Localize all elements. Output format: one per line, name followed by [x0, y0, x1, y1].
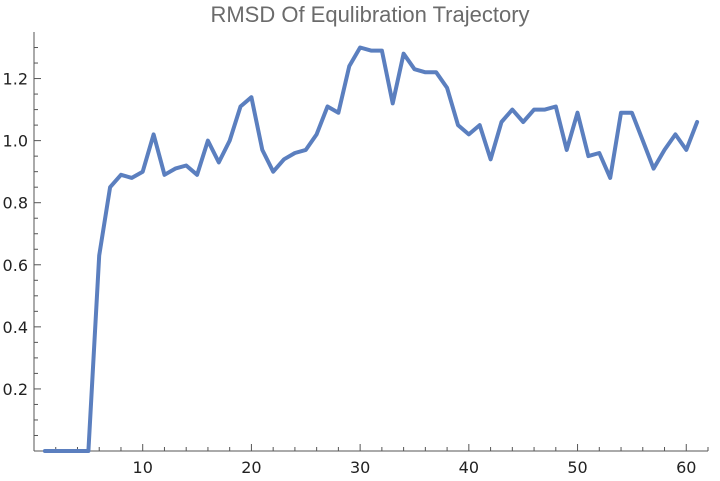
x-tick-label: 40 — [459, 458, 479, 477]
x-tick-label: 10 — [133, 458, 153, 477]
tick-labels: 10 20 30 40 50 60 0.2 0.4 0.6 0.8 1.0 1.2 — [3, 70, 697, 477]
y-tick-label: 1.2 — [3, 70, 28, 89]
x-tick-label: 30 — [350, 458, 370, 477]
ticks — [34, 47, 709, 451]
chart-title: RMSD Of Equlibration Trajectory — [210, 2, 529, 27]
y-tick-label: 0.4 — [3, 318, 28, 337]
x-tick-label: 50 — [567, 458, 587, 477]
x-tick-label: 20 — [241, 458, 261, 477]
rmsd-series-line — [42, 45, 700, 453]
plot-area — [42, 45, 700, 453]
x-tick-label: 60 — [676, 458, 696, 477]
axes — [33, 32, 708, 452]
y-tick-label: 1.0 — [3, 132, 28, 151]
y-tick-label: 0.2 — [3, 380, 28, 399]
y-tick-label: 0.6 — [3, 256, 28, 275]
y-tick-label: 0.8 — [3, 194, 28, 213]
